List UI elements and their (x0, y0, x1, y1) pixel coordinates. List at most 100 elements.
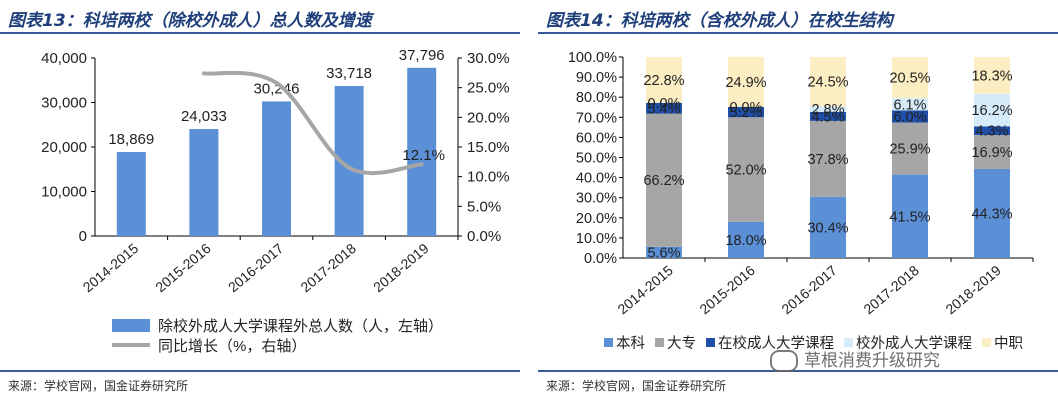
wechat-logo-icon (770, 350, 798, 372)
data-label: 37.8% (807, 152, 848, 168)
chart-source: 来源：学校官网，国金证券研究所 (8, 379, 189, 393)
legend-label: 在校成人大学课程 (718, 335, 834, 352)
y-tick-label: 0.0% (584, 251, 617, 267)
growth-line (201, 70, 424, 175)
legend-swatch (706, 338, 715, 347)
data-label: 5.2% (729, 105, 762, 121)
data-label: 16.9% (971, 145, 1012, 161)
y2-tick-label: 15.0% (467, 139, 510, 156)
line-data-label: 12.1% (402, 147, 445, 164)
data-label: 16.2% (971, 103, 1012, 119)
chart-panel-enrollment: 图表13：科培两校（除校外成人）总人数及增速 0 10,000 20,000 30,0… (0, 0, 520, 407)
stacked-bar-segment (646, 113, 682, 247)
y-tick-label: 40,000 (41, 50, 87, 67)
data-label: 0.0% (647, 96, 680, 112)
data-label: 24.5% (807, 75, 848, 91)
x-tick-label: 2017-2018 (297, 240, 359, 295)
legend-swatch (604, 338, 613, 347)
chart-title: 图表13：科培两校（除校外成人）总人数及增速 (8, 11, 372, 31)
watermark-text: 草根消费升级研究 (804, 351, 940, 371)
x-tick-label: 2014-2015 (614, 262, 676, 317)
y-tick-label: 60.0% (576, 130, 617, 146)
y2-tick-label: 30.0% (467, 50, 510, 67)
wechat-watermark: 草根消费升级研究 (770, 346, 940, 372)
chart-panel-structure: 图表14：科培两校（含校外成人）在校生结构 0.0% 10.0% 20.0% 30.0… (538, 0, 1058, 407)
title-rule (0, 32, 520, 34)
y-tick-label: 0 (79, 228, 87, 245)
legend-label: 本科 (616, 335, 645, 352)
y-tick-label: 70.0% (576, 110, 617, 126)
data-label: 2.8% (811, 102, 844, 118)
stacked-bar-segment (810, 196, 846, 258)
x-tick-label: 2015-2016 (152, 240, 214, 295)
stacked-bar-segment (974, 126, 1010, 135)
stacked-bar-segment (646, 246, 682, 258)
title-rule (538, 32, 1058, 34)
data-label: 4.5% (811, 109, 844, 125)
data-label: 41.5% (889, 209, 930, 225)
y2-tick-label: 10.0% (467, 169, 510, 186)
stacked-bar-segment (728, 221, 764, 258)
stacked-bar-segment (728, 117, 764, 222)
chart-title: 图表14：科培两校（含校外成人）在校生结构 (546, 11, 893, 31)
stacked-bar-segment (646, 102, 682, 114)
source-rule (538, 370, 1058, 372)
y2-tick-label: 25.0% (467, 80, 510, 97)
data-label: 44.3% (971, 206, 1012, 222)
data-label: 24,033 (181, 108, 227, 125)
y2-tick-label: 20.0% (467, 109, 510, 126)
enrollment-chart: 0 10,000 20,000 30,000 40,000 0.0% 5.0% 10.0% 15… (41, 47, 510, 355)
data-label: 25.9% (889, 142, 930, 158)
stacked-bar-segment (974, 93, 1010, 127)
y-tick-label: 10.0% (576, 231, 617, 247)
legend-label: 中职 (994, 335, 1023, 352)
x-tick-label: 2018-2019 (370, 240, 432, 295)
legend-swatch (844, 338, 853, 347)
y-tick-label: 50.0% (576, 151, 617, 167)
data-label: 37,796 (399, 47, 445, 64)
chart-source: 来源：学校官网，国金证券研究所 (546, 379, 727, 393)
stacked-bar-segment (974, 168, 1010, 258)
legend-swatch (982, 338, 991, 347)
bar (189, 129, 219, 236)
x-tick-label: 2014-2015 (80, 240, 142, 295)
y2-tick-label: 5.0% (467, 198, 501, 215)
y-tick-label: 20,000 (41, 139, 87, 156)
stacked-bar-segment (892, 98, 928, 111)
data-label: 5.6% (647, 245, 680, 261)
x-tick-label: 2016-2017 (778, 262, 840, 317)
y-tick-label: 40.0% (576, 171, 617, 187)
data-label: 0.0% (729, 100, 762, 116)
y-tick-label: 100.0% (568, 50, 617, 66)
data-label: 33,718 (326, 65, 372, 82)
data-label: 6.1% (893, 97, 926, 113)
stacked-bar-segment (892, 122, 928, 175)
data-label: 22.8% (643, 73, 684, 89)
stacked-bar-segment (810, 106, 846, 112)
data-label: 18.3% (971, 68, 1012, 84)
y-tick-label: 80.0% (576, 90, 617, 106)
stacked-bar-segment (892, 57, 928, 99)
bar (407, 67, 437, 236)
bar (262, 101, 291, 236)
stacked-bar-segment (974, 57, 1010, 94)
stacked-bar-segment (974, 134, 1010, 169)
stacked-bar-segment (810, 111, 846, 121)
y-tick-label: 30,000 (41, 95, 87, 112)
legend-label: 除校外成人大学课程外总人数（人，左轴） (158, 318, 443, 335)
x-tick-label: 2017-2018 (860, 262, 922, 317)
data-label: 24.9% (725, 75, 766, 91)
y-tick-label: 10,000 (41, 184, 87, 201)
stacked-bar-segment (892, 110, 928, 123)
data-label: 30.4% (807, 220, 848, 236)
legend-label: 大专 (667, 335, 696, 352)
data-label: 52.0% (725, 163, 766, 179)
legend-label: 同比增长（%，右轴） (158, 338, 306, 355)
x-tick-label: 2016-2017 (225, 240, 287, 295)
stacked-bar-segment (646, 57, 682, 103)
legend-swatch (655, 338, 664, 347)
stacked-bar-segment (810, 57, 846, 107)
y2-tick-label: 0.0% (467, 228, 501, 245)
stacked-bar-segment (892, 174, 928, 258)
data-label: 66.2% (643, 173, 684, 189)
